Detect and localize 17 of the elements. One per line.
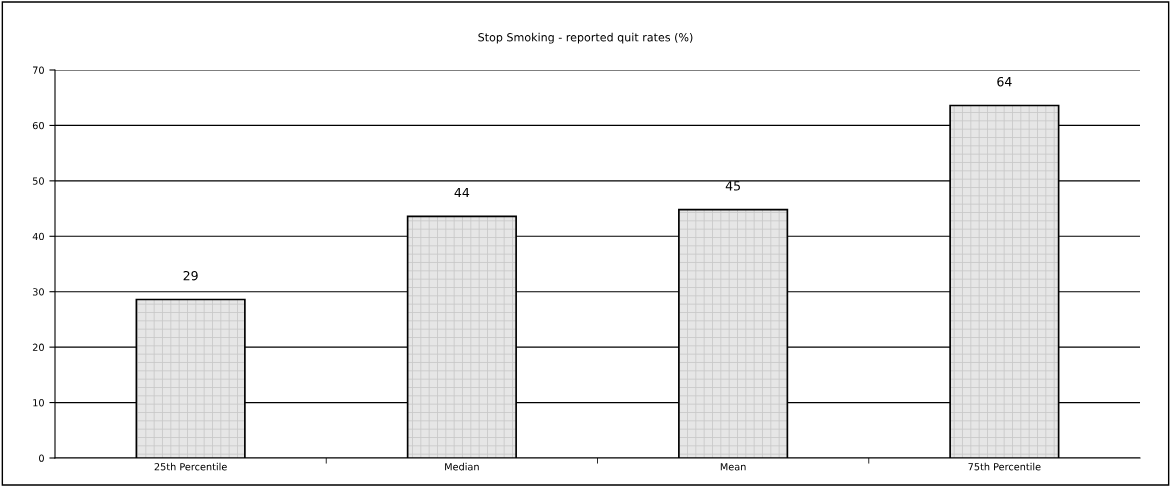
- y-tick-label: 60: [32, 121, 44, 130]
- y-tick-label: 0: [39, 454, 44, 462]
- x-tick-label: Mean: [720, 463, 746, 471]
- x-tick-label: 25th Percentile: [154, 462, 227, 471]
- y-tick-label: 30: [32, 288, 44, 296]
- y-tick-label: 10: [33, 399, 44, 407]
- x-tick-label: 75th Percentile: [968, 462, 1041, 471]
- y-tick-label: 70: [33, 66, 44, 74]
- y-tick-label: 50: [32, 177, 44, 185]
- data-label: 44: [454, 187, 470, 198]
- y-tick-label: 40: [32, 232, 44, 241]
- data-label: 64: [997, 76, 1012, 87]
- x-tick-label: Median: [445, 462, 479, 471]
- chart-title: Stop Smoking - reported quit rates (%): [478, 32, 693, 44]
- y-tick-label: 20: [32, 343, 44, 351]
- data-label: 45: [725, 181, 740, 191]
- data-label: 29: [183, 270, 198, 281]
